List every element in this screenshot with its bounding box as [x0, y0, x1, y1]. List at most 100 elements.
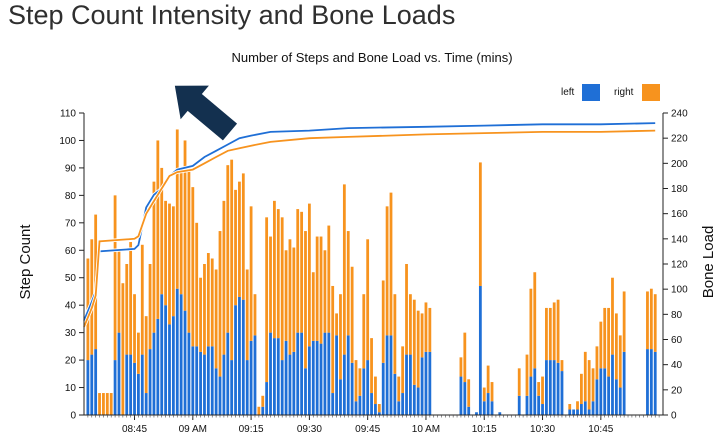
bar-left[interactable]: [214, 368, 218, 415]
bar-right[interactable]: [307, 203, 311, 347]
bar-right[interactable]: [296, 209, 300, 333]
bar-left[interactable]: [339, 379, 342, 415]
bar-right[interactable]: [288, 239, 292, 355]
bar-right[interactable]: [541, 376, 544, 405]
bar-left[interactable]: [424, 351, 428, 415]
bar-right[interactable]: [576, 401, 579, 410]
bar-right[interactable]: [537, 382, 541, 396]
bar-left[interactable]: [292, 351, 296, 415]
bar-right[interactable]: [315, 236, 319, 341]
bar-left[interactable]: [249, 340, 253, 415]
bar-left[interactable]: [572, 409, 576, 415]
bar-right[interactable]: [611, 277, 614, 355]
bar-left[interactable]: [195, 346, 199, 415]
bar-left[interactable]: [168, 324, 171, 415]
bar-left[interactable]: [459, 376, 463, 415]
bar-right[interactable]: [556, 299, 560, 363]
bar-left[interactable]: [385, 335, 389, 415]
bar-left[interactable]: [253, 335, 257, 415]
bar-left[interactable]: [238, 296, 241, 415]
bone-load-line-left[interactable]: [83, 122, 656, 321]
bar-left[interactable]: [234, 305, 237, 415]
bar-right[interactable]: [552, 302, 556, 361]
bar-right[interactable]: [323, 250, 327, 333]
bar-right[interactable]: [649, 288, 653, 350]
bar-right[interactable]: [152, 181, 156, 333]
bar-left[interactable]: [125, 354, 129, 415]
bar-right[interactable]: [579, 373, 583, 405]
bar-right[interactable]: [583, 351, 587, 402]
bar-right[interactable]: [265, 217, 269, 383]
legend-swatch-left[interactable]: [582, 84, 600, 101]
bar-left[interactable]: [358, 395, 362, 415]
bar-right[interactable]: [517, 368, 521, 396]
bar-right[interactable]: [214, 269, 218, 369]
bar-right[interactable]: [366, 239, 370, 361]
bar-left[interactable]: [311, 340, 315, 415]
bar-left[interactable]: [428, 351, 432, 415]
bar-left[interactable]: [599, 368, 603, 415]
bar-right[interactable]: [121, 283, 125, 415]
bar-left[interactable]: [226, 332, 230, 415]
bar-right[interactable]: [459, 357, 463, 377]
bar-right[interactable]: [284, 250, 288, 341]
bar-right[interactable]: [148, 264, 152, 350]
bar-left[interactable]: [420, 357, 424, 415]
bar-left[interactable]: [129, 354, 133, 415]
bar-left[interactable]: [381, 362, 385, 415]
bar-left[interactable]: [187, 332, 191, 415]
bar-left[interactable]: [486, 393, 490, 415]
bar-right[interactable]: [385, 206, 389, 336]
bar-left[interactable]: [576, 409, 579, 415]
bar-left[interactable]: [156, 318, 160, 415]
bar-left[interactable]: [133, 362, 136, 415]
bar-right[interactable]: [125, 264, 129, 355]
bar-left[interactable]: [545, 360, 548, 415]
bar-right[interactable]: [533, 272, 537, 369]
bar-left[interactable]: [556, 362, 560, 415]
bar-right[interactable]: [482, 387, 486, 402]
legend-swatch-right[interactable]: [642, 84, 660, 101]
bar-left[interactable]: [342, 354, 346, 415]
bar-left[interactable]: [199, 351, 202, 415]
bar-right[interactable]: [653, 294, 657, 352]
bar-left[interactable]: [350, 362, 354, 415]
bar-left[interactable]: [265, 382, 269, 415]
bar-right[interactable]: [370, 338, 373, 394]
bar-left[interactable]: [241, 299, 245, 415]
bar-left[interactable]: [222, 354, 226, 415]
bar-left[interactable]: [323, 332, 327, 415]
bar-right[interactable]: [331, 285, 335, 394]
bar-right[interactable]: [409, 294, 412, 355]
bar-left[interactable]: [164, 305, 168, 415]
bar-left[interactable]: [587, 409, 591, 415]
bar-left[interactable]: [366, 360, 370, 415]
bar-right[interactable]: [249, 206, 253, 341]
bar-right[interactable]: [463, 332, 467, 383]
bar-left[interactable]: [591, 401, 595, 415]
bar-left[interactable]: [595, 379, 599, 415]
bar-right[interactable]: [377, 404, 381, 413]
bar-left[interactable]: [269, 332, 272, 415]
bar-left[interactable]: [183, 310, 187, 415]
bar-right[interactable]: [319, 236, 323, 344]
bar-left[interactable]: [354, 401, 358, 415]
bar-right[interactable]: [253, 294, 257, 336]
bar-right[interactable]: [545, 307, 548, 361]
bar-left[interactable]: [646, 349, 649, 415]
bar-left[interactable]: [261, 406, 265, 415]
bar-left[interactable]: [137, 373, 140, 415]
bar-left[interactable]: [478, 285, 482, 415]
bar-right[interactable]: [327, 225, 331, 333]
bar-left[interactable]: [568, 409, 572, 415]
bar-left[interactable]: [148, 349, 152, 415]
bar-left[interactable]: [552, 360, 556, 415]
bar-left[interactable]: [607, 376, 610, 415]
bar-right[interactable]: [113, 195, 117, 361]
bar-left[interactable]: [304, 368, 307, 415]
bar-right[interactable]: [401, 346, 405, 394]
bar-right[interactable]: [195, 222, 199, 347]
bar-right[interactable]: [238, 181, 241, 297]
bar-right[interactable]: [424, 302, 428, 352]
bar-right[interactable]: [183, 140, 187, 311]
